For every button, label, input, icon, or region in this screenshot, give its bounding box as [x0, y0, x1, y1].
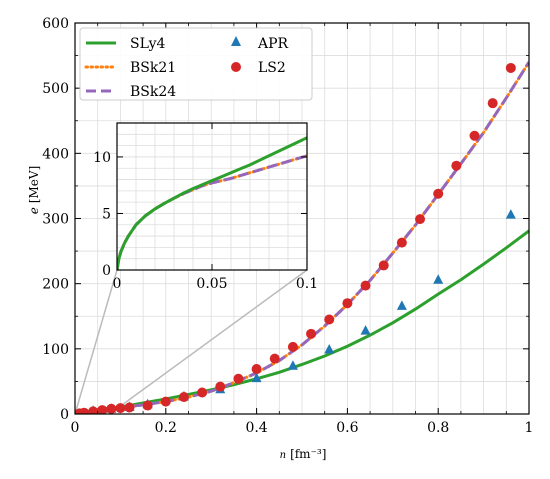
ls2-point — [178, 392, 189, 403]
apr-point — [360, 325, 371, 335]
ls2-point — [306, 328, 317, 339]
legend-item-bsk24: BSk24 — [86, 84, 176, 100]
zoom-line-left — [74, 269, 118, 415]
ls2-point — [469, 130, 480, 141]
legend-label-bsk21: BSk21 — [130, 60, 176, 76]
legend-item-ls2: LS2 — [231, 60, 286, 76]
inset-series — [117, 136, 307, 270]
y-tick-label: 600 — [42, 16, 69, 32]
x-tick-label: 0.4 — [245, 420, 267, 436]
ls2-point — [124, 402, 135, 413]
ls2-point — [451, 160, 462, 171]
y-tick-label: 400 — [42, 146, 69, 162]
legend-label-bsk24: BSk24 — [130, 84, 176, 100]
legend-item-bsk21: BSk21 — [84, 60, 176, 76]
main-series — [75, 60, 529, 414]
ls2-point — [269, 353, 280, 364]
x-tick-label: 0.2 — [155, 420, 177, 436]
main-grid — [74, 22, 530, 415]
y-axis-label: e[MeV] — [27, 166, 41, 215]
ls2-point — [160, 396, 171, 407]
ls2-point — [360, 280, 371, 291]
series-line-bsk24 — [75, 61, 529, 414]
inset-y-tick-label: 5 — [102, 206, 111, 222]
ls2-point — [106, 403, 117, 414]
ls2-point — [505, 62, 516, 73]
apr-point — [396, 300, 407, 310]
x-axis-label: n [fm⁻³] — [280, 447, 327, 461]
legend-marker-ls2 — [231, 62, 241, 72]
ls2-point — [378, 260, 389, 271]
ls2-point — [97, 405, 108, 414]
x-tick-label: 0 — [71, 420, 80, 436]
x-tick-label: 1 — [525, 420, 534, 436]
legend-label-ls2: LS2 — [258, 60, 286, 76]
apr-point — [433, 274, 444, 284]
inset-y-tick-label: 10 — [93, 150, 111, 166]
ls2-point — [115, 403, 126, 414]
legend-item-apr: APR — [231, 36, 289, 52]
inset-line-sly4 — [117, 136, 307, 270]
legend-label-apr: APR — [257, 36, 289, 52]
legend-item-sly4: SLy4 — [86, 36, 166, 52]
ls2-point — [197, 387, 208, 398]
ls2-point — [396, 237, 407, 248]
ls2-point — [487, 98, 498, 109]
apr-point — [505, 209, 516, 219]
legend-marker-apr — [231, 36, 241, 46]
inset-axis-ticks: 0 0.05 0.1 0 5 10 — [93, 123, 318, 292]
inset-x-tick-label: 0.1 — [296, 276, 318, 292]
ls2-point — [233, 373, 244, 384]
legend-label-sly4: SLy4 — [130, 36, 166, 52]
ls2-point — [324, 314, 335, 325]
zoom-line-right — [119, 269, 308, 407]
y-tick-label: 200 — [42, 277, 69, 293]
y-tick-label: 500 — [42, 81, 69, 97]
inset-connector-lines — [74, 269, 308, 415]
ls2-point — [215, 381, 226, 392]
x-tick-label: 0.8 — [427, 420, 449, 436]
ls2-point — [287, 341, 298, 352]
y-tick-label: 0 — [60, 407, 69, 423]
apr-point — [287, 360, 298, 370]
ls2-point — [433, 188, 444, 199]
y-tick-label: 100 — [42, 342, 69, 358]
ls2-point — [79, 407, 90, 414]
apr-point — [324, 343, 335, 354]
inset-x-tick-label: 0.05 — [196, 276, 227, 292]
legend: SLy4 BSk21 BSk24 APR LS2 — [79, 27, 313, 101]
ls2-point — [142, 400, 153, 411]
y-tick-label: 300 — [42, 212, 69, 228]
ls2-point — [342, 298, 353, 309]
inset-y-tick-label: 0 — [102, 263, 111, 279]
legend-box — [79, 27, 313, 101]
inset-x-tick-label: 0 — [113, 276, 122, 292]
ls2-point — [88, 406, 99, 414]
ls2-point — [251, 364, 262, 375]
apr-point — [251, 372, 262, 383]
x-tick-label: 0.6 — [336, 420, 358, 436]
ls2-point — [415, 214, 426, 225]
